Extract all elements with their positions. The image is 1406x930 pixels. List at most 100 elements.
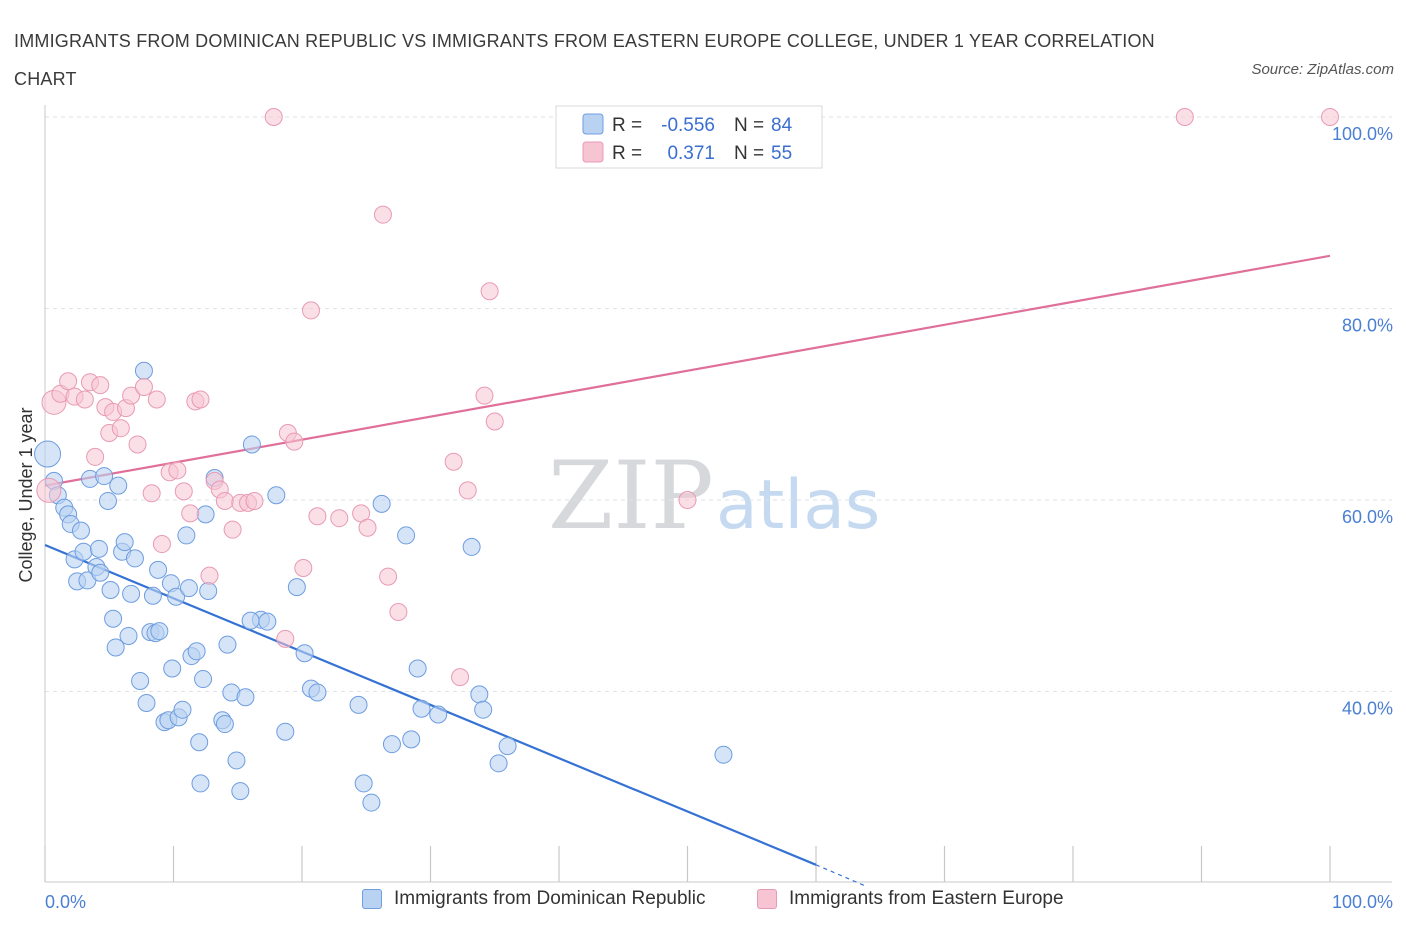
- data-point-dominican-republic: [74, 542, 93, 561]
- data-point-eastern-europe: [475, 386, 494, 405]
- data-point-dominican-republic: [104, 609, 123, 628]
- data-point-dominican-republic: [714, 745, 733, 764]
- data-point-dominican-republic: [215, 715, 234, 734]
- data-point-dominican-republic: [91, 563, 110, 582]
- data-point-dominican-republic: [382, 735, 401, 754]
- legend-label-eastern-europe: Immigrants from Eastern Europe: [789, 888, 1064, 909]
- data-point-dominican-republic: [106, 638, 125, 657]
- data-point-dominican-republic: [474, 700, 493, 719]
- data-point-dominican-republic: [177, 526, 196, 545]
- x-tick-label: 100.0%: [1332, 892, 1393, 912]
- legend-swatch-eastern-europe: [757, 889, 777, 909]
- data-point-eastern-europe: [191, 390, 210, 409]
- data-point-eastern-europe: [245, 491, 264, 510]
- data-point-eastern-europe: [86, 447, 105, 466]
- chart-title: IMMIGRANTS FROM DOMINICAN REPUBLIC VS IM…: [14, 31, 1155, 89]
- data-point-dominican-republic: [258, 612, 277, 631]
- data-point-eastern-europe: [142, 484, 161, 503]
- data-point-dominican-republic: [402, 730, 421, 749]
- y-tick-label: 80.0%: [1342, 316, 1393, 336]
- data-point-eastern-europe: [444, 452, 463, 471]
- data-point-eastern-europe: [678, 491, 697, 509]
- data-point-eastern-europe: [134, 378, 153, 397]
- legend-n-value-1: 84: [771, 115, 793, 136]
- data-point-dominican-republic: [276, 722, 295, 741]
- data-point-dominican-republic: [137, 693, 156, 712]
- data-point-dominican-republic: [34, 440, 62, 468]
- data-point-dominican-republic: [231, 782, 250, 801]
- data-point-eastern-europe: [264, 108, 283, 126]
- data-point-dominican-republic: [131, 671, 150, 690]
- data-point-dominican-republic: [98, 491, 117, 510]
- data-point-dominican-republic: [101, 581, 120, 600]
- y-tick-label: 100.0%: [1332, 124, 1393, 144]
- data-point-eastern-europe: [111, 419, 130, 438]
- data-point-dominican-republic: [143, 586, 162, 605]
- legend-item-dominican-republic: Immigrants from Dominican Republic: [362, 888, 706, 910]
- data-point-eastern-europe: [59, 372, 78, 391]
- legend-r-label-1: R =: [612, 115, 642, 136]
- data-point-eastern-europe: [458, 481, 477, 500]
- data-point-eastern-europe: [75, 390, 94, 409]
- data-point-dominican-republic: [462, 537, 481, 556]
- y-tick-label: 60.0%: [1342, 507, 1393, 527]
- data-point-dominican-republic: [242, 435, 261, 454]
- data-point-dominican-republic: [362, 793, 381, 812]
- data-point-eastern-europe: [308, 507, 327, 526]
- legend-label-dominican-republic: Immigrants from Dominican Republic: [394, 888, 706, 909]
- grid-lines: [45, 116, 1392, 692]
- data-point-eastern-europe: [276, 629, 295, 648]
- legend-swatch-dominican-republic: [362, 889, 382, 909]
- data-point-dominican-republic: [218, 635, 237, 654]
- series-eastern-europe-points: [36, 108, 1339, 687]
- legend-r-label-2: R =: [612, 143, 642, 164]
- data-point-dominican-republic: [119, 626, 138, 645]
- data-point-dominican-republic: [470, 685, 489, 704]
- data-point-dominican-republic: [241, 611, 260, 630]
- legend-r-value-1: -0.556: [661, 115, 715, 136]
- data-point-eastern-europe: [223, 520, 242, 539]
- legend-swatch-blue: [582, 113, 604, 135]
- tick-labels: 40.0% 60.0% 80.0% 100.0% 0.0% 100.0%: [45, 124, 1393, 912]
- data-point-eastern-europe: [373, 205, 392, 224]
- data-point-dominican-republic: [354, 774, 373, 793]
- data-point-eastern-europe: [152, 535, 171, 554]
- data-point-eastern-europe: [379, 567, 398, 586]
- data-point-eastern-europe: [174, 482, 193, 501]
- data-point-dominican-republic: [227, 751, 246, 770]
- data-point-eastern-europe: [480, 282, 499, 301]
- data-point-eastern-europe: [485, 412, 504, 431]
- data-point-eastern-europe: [285, 432, 304, 451]
- data-point-eastern-europe: [451, 668, 470, 687]
- data-point-dominican-republic: [89, 539, 108, 558]
- watermark-atlas: atlas: [716, 466, 880, 545]
- data-point-dominican-republic: [196, 505, 215, 524]
- data-point-eastern-europe: [330, 509, 349, 528]
- bottom-legend: Immigrants from Dominican Republic Immig…: [0, 888, 1406, 918]
- data-point-eastern-europe: [91, 376, 110, 395]
- x-tick-label: 0.0%: [45, 892, 86, 912]
- data-point-eastern-europe: [147, 390, 166, 409]
- data-point-eastern-europe: [1175, 108, 1194, 126]
- legend-item-eastern-europe: Immigrants from Eastern Europe: [757, 888, 1064, 910]
- data-point-dominican-republic: [498, 737, 517, 756]
- legend-r-value-2: 0.371: [667, 143, 715, 164]
- data-point-eastern-europe: [200, 566, 219, 585]
- data-point-dominican-republic: [71, 521, 90, 540]
- data-point-eastern-europe: [128, 435, 147, 454]
- data-point-dominican-republic: [489, 754, 508, 773]
- data-point-eastern-europe: [389, 603, 408, 622]
- trend-line-dominican-republic-extension: [815, 864, 868, 888]
- data-point-dominican-republic: [109, 476, 128, 495]
- data-point-dominican-republic: [190, 733, 209, 752]
- data-point-dominican-republic: [122, 584, 141, 603]
- data-point-dominican-republic: [308, 683, 327, 702]
- data-point-dominican-republic: [134, 361, 153, 380]
- data-point-eastern-europe: [301, 301, 320, 320]
- data-point-dominican-republic: [408, 659, 427, 678]
- series-dominican-republic-points: [34, 361, 733, 812]
- legend-swatch-pink: [582, 141, 604, 163]
- data-point-dominican-republic: [125, 549, 144, 568]
- data-point-eastern-europe: [36, 477, 62, 503]
